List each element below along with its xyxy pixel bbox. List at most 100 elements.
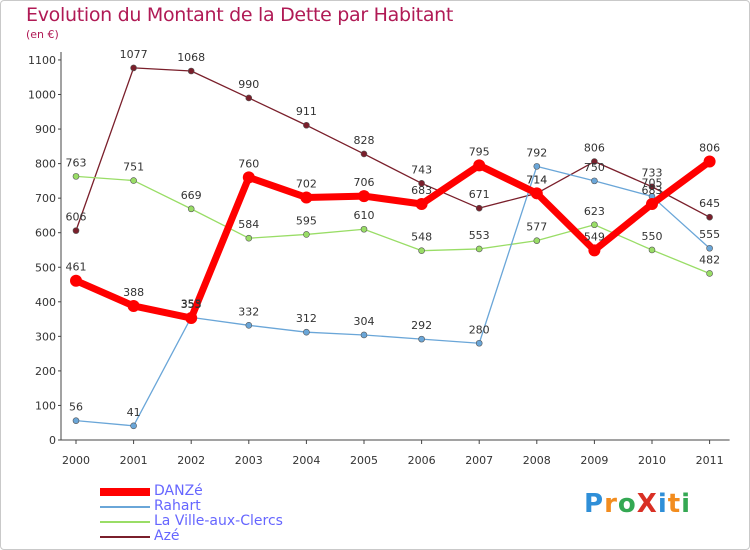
data-label: 733	[642, 167, 663, 180]
data-label: 606	[66, 211, 87, 224]
data-label: 577	[526, 221, 547, 234]
data-label: 683	[411, 184, 432, 197]
legend-item: La Ville-aux-Clercs	[100, 514, 400, 529]
chart-axes: 0 100 200 300 400 500 600 700 800 900 1000 1100 2000…	[28, 51, 730, 467]
data-label: 549	[584, 230, 605, 243]
y-tick-label: 0	[49, 434, 56, 447]
data-label: 553	[469, 229, 490, 242]
y-tick-label: 700	[35, 192, 56, 205]
data-label: 595	[296, 214, 317, 227]
data-label: 610	[354, 209, 375, 222]
data-point	[130, 64, 137, 72]
x-tick-label: 2008	[523, 454, 551, 467]
proxiti-logo: ProXiti	[584, 489, 691, 519]
data-label: 743	[411, 163, 432, 176]
data-label: 702	[296, 177, 317, 190]
data-point	[648, 183, 656, 191]
data-label: 353	[181, 298, 202, 311]
data-label: 623	[584, 205, 605, 218]
y-tick-label: 200	[35, 365, 56, 378]
data-point	[187, 67, 195, 75]
y-tick-label: 1000	[28, 89, 56, 102]
data-point	[130, 177, 137, 184]
y-tick-label: 900	[35, 123, 56, 136]
y-tick-label: 100	[35, 399, 56, 412]
data-point	[475, 339, 483, 347]
data-label: 1068	[177, 51, 205, 64]
data-label: 911	[296, 105, 317, 118]
x-tick-label: 2003	[235, 454, 263, 467]
y-tick-label: 400	[35, 296, 56, 309]
series-layer	[70, 64, 716, 430]
data-point	[245, 234, 253, 242]
data-point	[72, 173, 80, 180]
logo-letter: P	[584, 489, 605, 519]
data-point	[245, 94, 253, 102]
data-point	[242, 171, 255, 184]
data-label: 795	[469, 145, 490, 158]
x-tick-label: 2007	[465, 454, 493, 467]
data-point	[185, 312, 198, 325]
data-labels-layer: 606 1077 1068 990 911 828 743 671 714 806 733 645 76…	[66, 48, 721, 419]
data-point	[303, 121, 310, 129]
data-label: 1077	[120, 48, 148, 61]
line-chart: 0 100 200 300 400 500 600 700 800 900 1000 1100 2000…	[28, 48, 730, 467]
data-point	[418, 179, 425, 187]
x-tick-label: 2011	[696, 454, 724, 467]
data-label: 806	[584, 142, 605, 155]
data-label: 990	[238, 78, 259, 91]
logo-letter: t	[667, 489, 682, 519]
data-point	[72, 227, 80, 234]
logo-letter: X	[636, 489, 658, 519]
data-label: 750	[584, 161, 605, 174]
data-point	[418, 247, 425, 254]
data-label: 763	[66, 156, 87, 169]
data-point	[473, 159, 486, 172]
data-label: 355	[181, 297, 202, 310]
x-tick-label: 2004	[292, 454, 320, 467]
data-point	[706, 270, 713, 277]
data-point	[415, 198, 428, 211]
data-point	[591, 221, 598, 229]
data-label: 304	[354, 315, 375, 328]
data-point	[303, 328, 310, 336]
logo-letter: o	[617, 489, 637, 519]
data-label: 388	[123, 286, 144, 299]
series-line	[74, 158, 712, 322]
y-tick-label: 800	[35, 158, 56, 171]
y-tick-label: 500	[35, 261, 56, 274]
legend-label: Azé	[154, 528, 180, 544]
x-tick-label: 2002	[177, 454, 205, 467]
data-point	[418, 335, 425, 343]
data-point	[530, 187, 543, 200]
data-point	[358, 190, 370, 203]
x-tick-label: 2000	[62, 454, 90, 467]
logo-letter: i	[681, 489, 692, 519]
series-line	[75, 67, 710, 231]
series-line	[75, 175, 710, 275]
y-tick-label: 600	[35, 227, 56, 240]
data-point	[591, 177, 598, 185]
x-tick-label: 2005	[350, 454, 378, 467]
data-label: 760	[238, 157, 259, 170]
chart-title: Evolution du Montant de la Dette par Hab…	[26, 4, 454, 26]
data-label: 312	[296, 312, 317, 325]
legend: DANZé Rahart La Ville-aux-Clercs Azé	[100, 484, 400, 544]
data-point	[360, 150, 368, 158]
data-point	[360, 225, 368, 233]
data-point	[245, 321, 253, 329]
data-label: 548	[411, 231, 432, 244]
data-label: 706	[354, 176, 375, 189]
data-label: 461	[66, 261, 87, 274]
data-point	[300, 191, 313, 204]
x-tick-label: 2010	[638, 454, 666, 467]
x-tick-label: 2006	[408, 454, 436, 467]
data-point	[703, 155, 716, 168]
data-point	[648, 246, 656, 254]
x-tick-label: 2001	[120, 454, 148, 467]
series-line	[75, 165, 711, 427]
legend-label: La Ville-aux-Clercs	[154, 513, 283, 529]
data-point	[475, 245, 483, 253]
data-point	[706, 213, 713, 221]
logo-letter: i	[657, 489, 668, 519]
